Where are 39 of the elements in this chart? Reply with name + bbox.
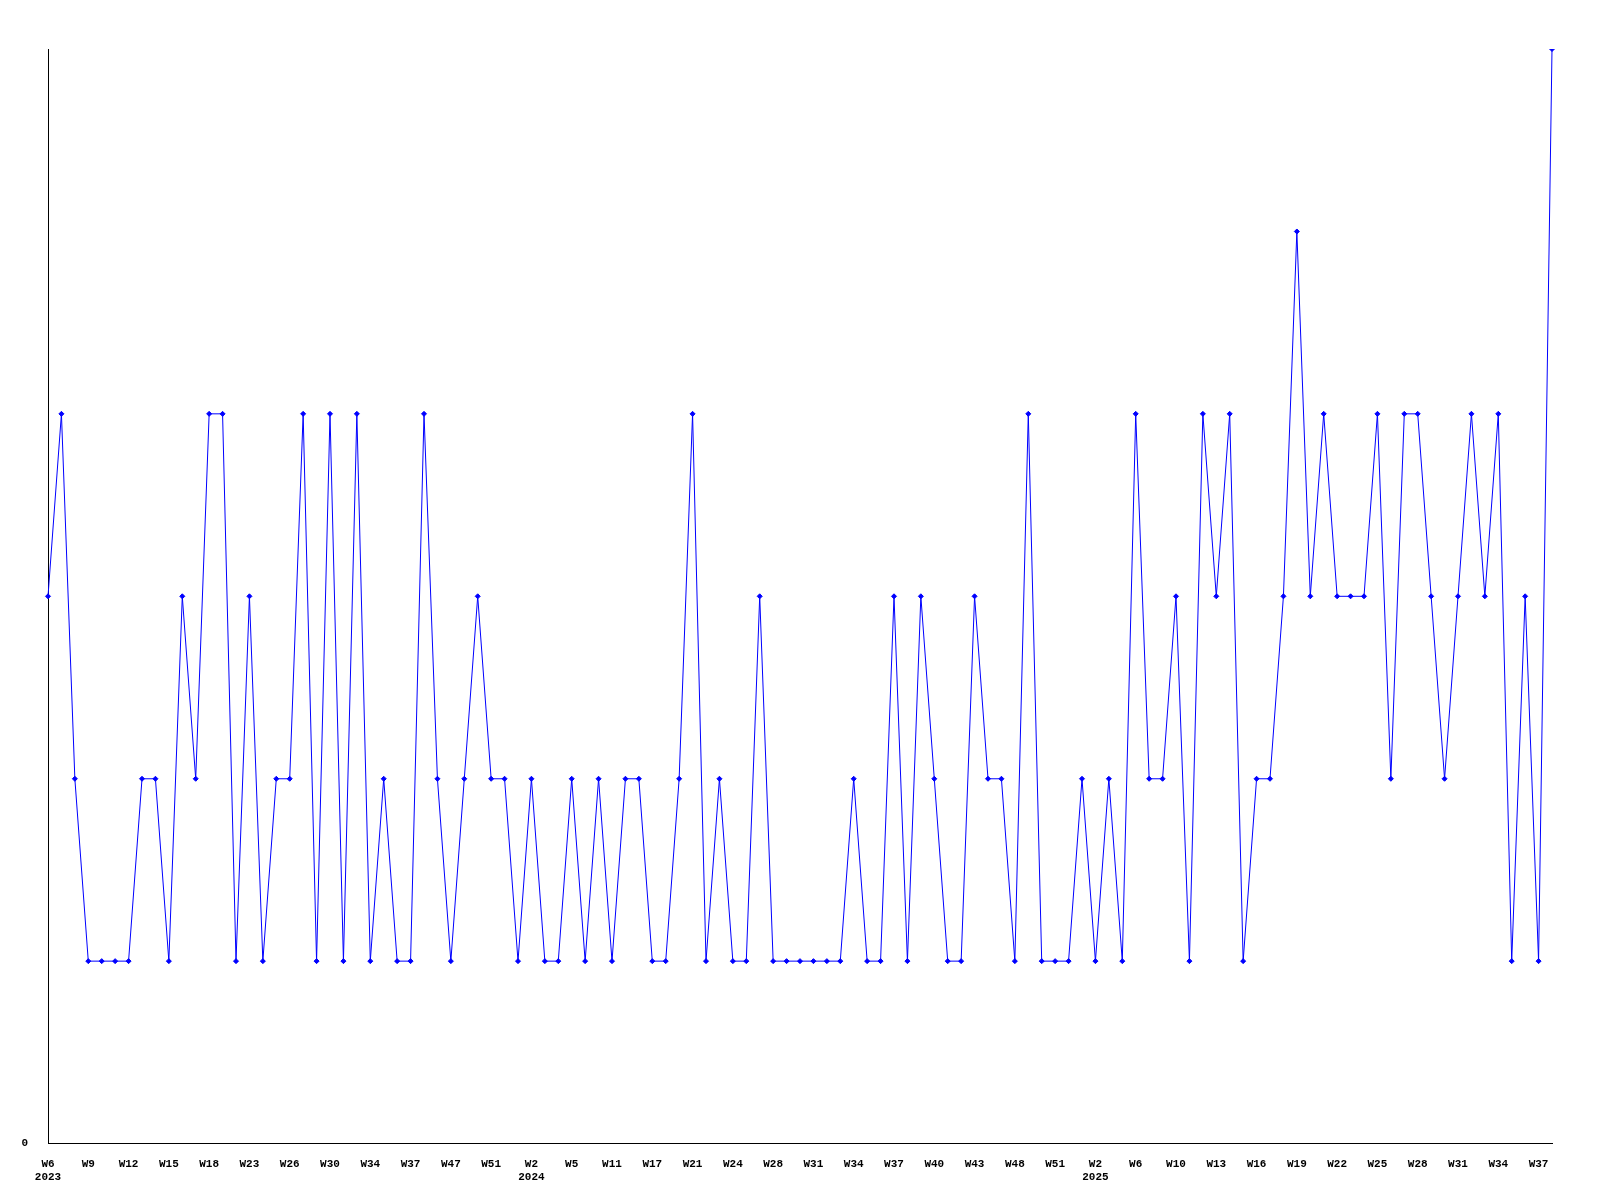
x-tick-label: W40 (924, 1157, 945, 1170)
x-tick-label: W10 (1166, 1157, 1186, 1170)
text: 0 (21, 1137, 28, 1150)
x-tick-label: W37 (400, 1157, 421, 1170)
x-tick-label: W34 (1488, 1157, 1509, 1170)
x-tick-label: W51 (481, 1157, 502, 1170)
x-tick-label: W37 (884, 1157, 904, 1170)
x-tick-label: W2 2025 (1082, 1157, 1110, 1184)
x-tick-label: W43 (964, 1157, 985, 1170)
x-tick-label: W48 (1004, 1157, 1026, 1170)
x-tick-label: W28 (1407, 1157, 1429, 1170)
x-tick-label: W37 (1528, 1157, 1549, 1170)
x-tick-label: W21 (682, 1157, 703, 1170)
x-tick-label: W26 (279, 1157, 300, 1170)
x-tick-label: W16 (1246, 1157, 1267, 1170)
x-tick-label: W9 (81, 1157, 95, 1170)
x-tick-label: W2 2024 (518, 1157, 546, 1184)
x-tick-label: W6 (1129, 1157, 1143, 1170)
x-tick-label: W30 (320, 1157, 340, 1170)
x-tick-label: W18 (199, 1157, 220, 1170)
x-tick-label: W6 2023 (34, 1157, 62, 1184)
x-tick-label: W31 (803, 1157, 824, 1170)
x-tick-label: W28 (763, 1157, 784, 1170)
x-tick-label: W15 (158, 1157, 180, 1170)
x-tick-label: W34 (360, 1157, 381, 1170)
x-tick-label: W25 (1367, 1157, 1388, 1170)
x-tick-label: W47 (440, 1157, 461, 1170)
x-tick-label: W5 (565, 1157, 579, 1170)
x-tick-label: W24 (722, 1157, 744, 1170)
x-tick-label: W51 (1045, 1157, 1066, 1170)
x-tick-label: W23 (239, 1157, 260, 1170)
x-tick-label: W17 (642, 1157, 663, 1170)
x-tick-label: W22 (1327, 1157, 1348, 1170)
x-tick-label: W11 (602, 1157, 623, 1170)
x-tick-label: W13 (1206, 1157, 1227, 1170)
x-tick-label: W12 (118, 1157, 139, 1170)
x-tick-label: W34 (843, 1157, 865, 1170)
x-tick-label: W19 (1286, 1157, 1307, 1170)
x-tick-label: W31 (1448, 1157, 1469, 1170)
